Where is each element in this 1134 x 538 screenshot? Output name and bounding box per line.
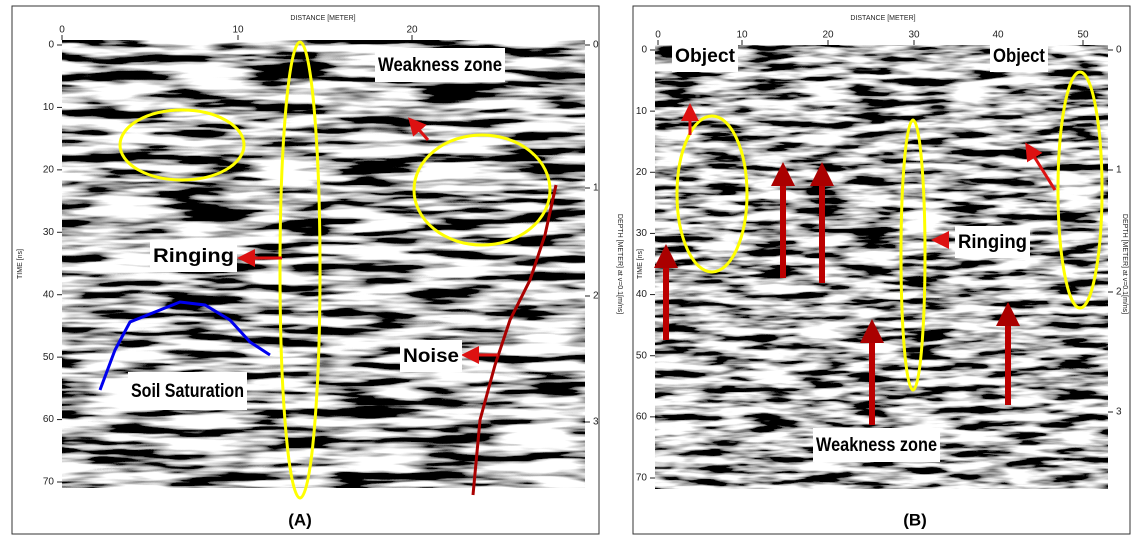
y2-tick-label: 3: [593, 417, 599, 428]
y2-tick-label: 2: [593, 291, 599, 302]
caption: (B): [903, 510, 927, 529]
y-tick-label: 20: [636, 167, 648, 178]
y-tick-label: 20: [43, 164, 55, 175]
y-tick-label: 40: [43, 289, 55, 300]
x-tick-label: 40: [992, 30, 1004, 41]
x-tick-label: 10: [736, 30, 748, 41]
y2-tick-label: 1: [593, 183, 599, 194]
x-tick-label: 30: [908, 30, 920, 41]
annotation: Object: [993, 46, 1046, 67]
y-tick-label: 50: [43, 352, 55, 363]
x-tick-label: 20: [406, 25, 418, 36]
annotation: Weakness zone: [816, 435, 937, 456]
y2-tick-label: 0: [1116, 45, 1122, 56]
y2-tick-label: 2: [1116, 287, 1122, 298]
x-axis-title: DISTANCE [METER]: [290, 15, 355, 22]
x-tick-label: 10: [232, 25, 244, 36]
x-tick-label: 20: [822, 30, 834, 41]
y-tick-label: 50: [636, 350, 648, 361]
y-tick-label: 30: [43, 227, 55, 238]
annotation: Soil Saturation: [131, 381, 244, 402]
x-tick-label: 0: [59, 25, 65, 36]
y2-axis-title: DEPTH [METER] at v=0.1[m/ns]: [1121, 214, 1128, 314]
y-tick-label: 10: [636, 106, 648, 117]
y-tick-label: 0: [641, 45, 647, 56]
y-tick-label: 70: [43, 477, 55, 488]
y-tick-label: 30: [636, 228, 648, 239]
y-tick-label: 0: [48, 40, 54, 51]
annotation: Ringing: [153, 246, 234, 267]
x-tick-label: 0: [655, 30, 661, 41]
y-tick-label: 10: [43, 102, 55, 113]
figure: DISTANCE [METER] TIME [ns] DEPTH [METER] a…: [0, 0, 1134, 538]
annotation: Object: [675, 46, 736, 67]
y-axis-title: TIME [ns]: [17, 249, 24, 279]
radargram: [62, 40, 585, 488]
y2-tick-label: 3: [1116, 407, 1122, 418]
annotation: Noise: [403, 346, 459, 367]
y-tick-label: 60: [43, 414, 55, 425]
y2-axis-title: DEPTH [METER] at v=0.1[m/ns]: [616, 214, 623, 314]
y-tick-label: 60: [636, 411, 648, 422]
x-tick-label: 50: [1077, 30, 1089, 41]
y-axis-title: TIME [ns]: [637, 249, 644, 279]
caption: (A): [288, 510, 312, 529]
y2-tick-label: 0: [593, 40, 599, 51]
y2-tick-label: 1: [1116, 165, 1122, 176]
annotation: Weakness zone: [378, 55, 502, 76]
y-tick-label: 40: [636, 289, 648, 300]
y-tick-label: 70: [636, 473, 648, 484]
annotation: Ringing: [958, 232, 1027, 253]
x-axis-title: DISTANCE [METER]: [850, 15, 915, 22]
